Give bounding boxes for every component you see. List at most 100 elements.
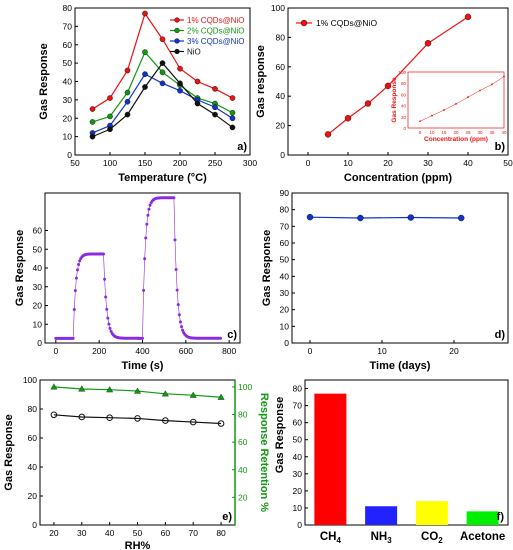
- data-point: [177, 87, 183, 94]
- data-point: [194, 100, 201, 107]
- y-tick-label: 40: [276, 91, 286, 101]
- data-point: [142, 288, 146, 292]
- x-tick-label: 50: [70, 158, 80, 168]
- x-tick-label: 40: [463, 158, 473, 168]
- response-curve: [55, 253, 139, 339]
- inset-x-tick-label: 30: [477, 130, 483, 135]
- inset-y-tick-label: 60: [401, 92, 407, 97]
- data-point: [229, 109, 236, 116]
- data-point: [407, 214, 414, 221]
- data-point: [104, 295, 108, 299]
- x-tick-label: 200: [173, 158, 187, 168]
- inset-point: [479, 89, 481, 92]
- y-tick-label: 100: [23, 375, 37, 385]
- data-point: [159, 80, 166, 87]
- data-point: [458, 214, 465, 222]
- data-point: [189, 391, 197, 398]
- category-label: NH3: [371, 531, 393, 545]
- data-point: [107, 322, 111, 326]
- data-point: [172, 196, 176, 200]
- y-tick-label: 60: [280, 238, 290, 248]
- data-point: [142, 49, 148, 55]
- data-point: [306, 213, 314, 221]
- x-tick-label: 20: [383, 158, 393, 168]
- y-tick-label: 50: [293, 435, 303, 445]
- x-tick-label: 250: [208, 158, 222, 168]
- x-tick-label: 10: [377, 346, 387, 356]
- y-tick-label: 20: [28, 491, 38, 501]
- y-tick-label: 80: [276, 32, 286, 42]
- data-point: [212, 111, 218, 118]
- legend-entry: 2% CQDs@NiO: [187, 27, 244, 36]
- panel-label: a): [237, 141, 247, 153]
- x-tick-label: 100: [103, 158, 117, 168]
- data-point: [217, 420, 225, 427]
- y-tick-label: 50: [280, 255, 290, 265]
- data-point: [107, 126, 113, 133]
- x-tick-label: 50: [503, 158, 513, 168]
- y-tick-label: 20: [63, 113, 73, 123]
- data-point: [324, 131, 332, 138]
- bar: [314, 393, 347, 525]
- y-tick-label: 80: [28, 404, 38, 414]
- data-point: [107, 113, 113, 120]
- x-tick-label: 50: [133, 528, 143, 538]
- x-tick-label: 60: [161, 528, 171, 538]
- inset-y-tick-label: 20: [401, 115, 407, 120]
- inset-point: [467, 96, 469, 99]
- data-point: [161, 390, 169, 397]
- legend-entry: 3% CQDs@NiO: [187, 37, 244, 46]
- y-tick-label: 40: [63, 77, 73, 87]
- panel-label: d): [495, 329, 506, 341]
- y-tick-label: 50: [63, 58, 73, 68]
- data-point: [194, 78, 201, 85]
- x-axis-label: RH%: [125, 540, 151, 550]
- data-point: [189, 418, 197, 426]
- plot-frame: [287, 7, 509, 156]
- y-tick-label: 40: [293, 452, 303, 462]
- data-point: [424, 40, 432, 47]
- y2-tick-label: 80: [238, 410, 248, 420]
- category-label: CO2: [421, 531, 443, 545]
- data-point: [106, 386, 114, 393]
- inset-x-tick-label: 20: [453, 130, 459, 135]
- data-point: [74, 276, 78, 280]
- x-tick-label: 200: [92, 346, 106, 356]
- x-tick-label: 20: [49, 528, 59, 538]
- legend-marker: [300, 19, 308, 27]
- data-point: [144, 236, 148, 240]
- legend-marker: [174, 48, 180, 55]
- x-axis-label: Time (days): [370, 360, 431, 372]
- inset-y-tick-label: 40: [401, 104, 407, 109]
- data-point: [72, 308, 76, 312]
- data-point: [177, 65, 183, 72]
- legend-entry: 1% CQDs@NiO: [316, 18, 377, 28]
- data-point: [76, 268, 79, 272]
- x-tick-label: 80: [216, 528, 226, 538]
- data-point: [73, 289, 77, 293]
- data-point: [177, 80, 183, 87]
- legend-entry: 1% CQDs@NiO: [187, 16, 244, 25]
- x-tick-label: 70: [188, 528, 198, 538]
- inset-x-label: Concentration (ppm): [424, 136, 488, 143]
- plot-frame: [291, 192, 509, 344]
- y-tick-label: 10: [63, 132, 73, 142]
- y-tick-label: 80: [280, 205, 290, 215]
- data-point: [180, 325, 183, 329]
- y-axis-label: Gas response: [255, 45, 267, 118]
- inset-point: [455, 103, 457, 105]
- y-tick-label: 30: [293, 469, 303, 479]
- plot-frame: [39, 379, 236, 526]
- y2-tick-label: 100: [238, 382, 252, 392]
- data-point: [124, 89, 131, 96]
- y-tick-label: 70: [293, 401, 303, 411]
- inset-x-tick-label: 10: [429, 130, 435, 135]
- y-tick-label: 70: [63, 21, 73, 31]
- y-tick-label: 20: [276, 121, 286, 131]
- inset-x-tick-label: 40: [501, 130, 507, 135]
- y-axis-label: Gas Response: [274, 397, 286, 473]
- data-point: [217, 393, 225, 400]
- y-tick-label: 0: [280, 150, 285, 160]
- data-point: [212, 86, 218, 92]
- panel-label: e): [222, 511, 232, 523]
